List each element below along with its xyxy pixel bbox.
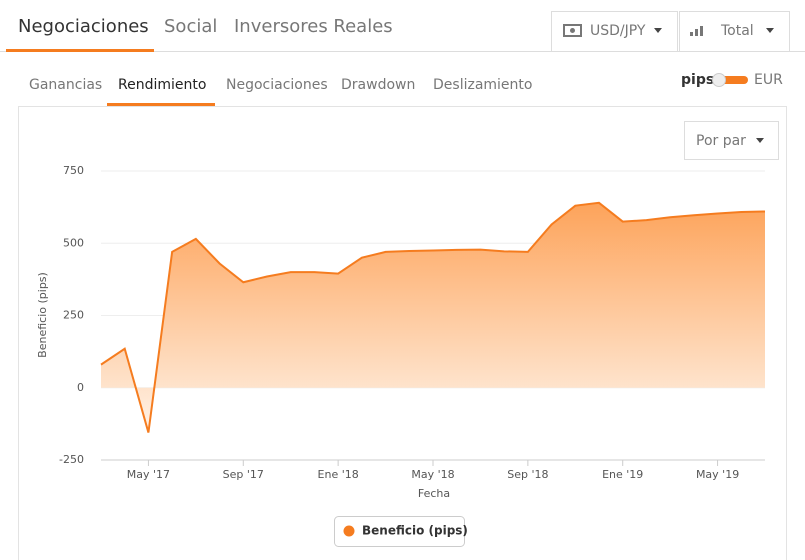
tab[interactable]: Social (164, 16, 217, 37)
dropdown-label: Por par (696, 133, 746, 149)
toggle-label: EUR (754, 72, 783, 88)
tab[interactable]: Inversores Reales (234, 16, 393, 37)
line (100, 201, 766, 433)
x-tick-label: Sep '18 (507, 468, 548, 481)
y-tick-label: 750 (63, 164, 84, 177)
area (101, 202, 765, 433)
legend-label: Beneficio (pips) (362, 524, 468, 538)
y-tick-label: 0 (77, 381, 84, 394)
x-tick-label: May '18 (411, 468, 454, 481)
subtab[interactable]: Rendimiento (118, 77, 206, 93)
y-tick-label: 250 (63, 309, 84, 322)
legend-marker (343, 525, 355, 537)
y-tick-label: -250 (59, 453, 84, 466)
legend (334, 516, 465, 547)
dropdown[interactable] (684, 121, 779, 160)
x-tick-label: May '19 (696, 468, 739, 481)
subtab[interactable]: Ganancias (29, 77, 102, 93)
x-tick-label: May '17 (127, 468, 170, 481)
plot: -250 0 250 500 750 May '17 Sep '17 Ene '18 May '… (59, 164, 766, 481)
x-tick-label: Ene '19 (602, 468, 643, 481)
selector-label: Total (720, 23, 754, 39)
y-axis-label: Beneficio (pips) (36, 272, 49, 358)
tab[interactable]: Negociaciones (18, 16, 149, 37)
x-tick-label: Sep '17 (223, 468, 264, 481)
toggle-label: pips (681, 72, 714, 88)
subtab[interactable]: Drawdown (341, 77, 415, 93)
subtab[interactable]: Negociaciones (226, 77, 328, 93)
x-axis-label: Fecha (418, 487, 450, 500)
subtab[interactable]: Deslizamiento (433, 77, 532, 93)
y-tick-label: 500 (63, 236, 84, 249)
x-tick-label: Ene '18 (318, 468, 359, 481)
selector-label: USD/JPY (590, 23, 646, 39)
